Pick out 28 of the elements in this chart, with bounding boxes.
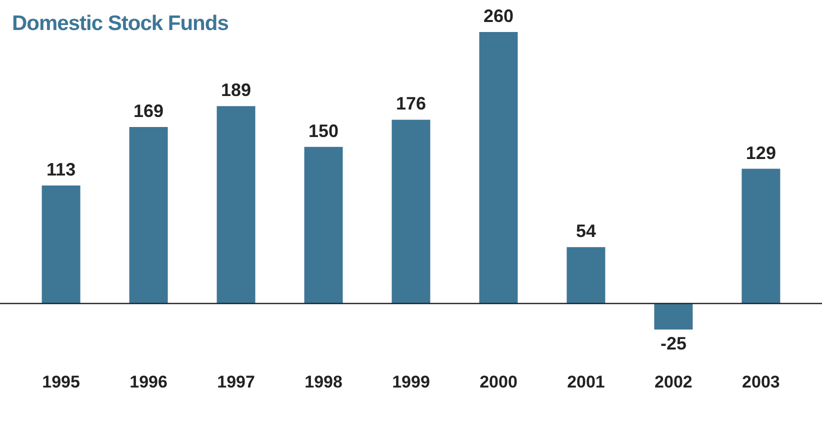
chart-title: Domestic Stock Funds	[12, 12, 228, 36]
x-tick-label: 2002	[654, 372, 692, 392]
bar	[42, 186, 80, 304]
data-label: 129	[746, 142, 776, 163]
x-tick-label: 1999	[392, 372, 430, 392]
bar	[479, 32, 518, 304]
data-label: -25	[660, 334, 686, 354]
x-tick-label: 2003	[742, 372, 780, 392]
data-label: 176	[396, 94, 426, 114]
bar	[129, 127, 168, 304]
x-tick-label: 1998	[304, 372, 342, 392]
data-label: 260	[483, 6, 514, 26]
bar	[304, 146, 343, 304]
bar	[566, 247, 606, 304]
data-label: 189	[221, 80, 252, 100]
data-label: 169	[134, 100, 164, 121]
bar	[216, 106, 256, 304]
x-tick-label: 1996	[130, 372, 168, 392]
data-label: 150	[308, 120, 339, 141]
bar	[392, 120, 430, 304]
x-tick-label: 2000	[480, 372, 518, 392]
x-tick-label: 1997	[217, 372, 255, 392]
data-label: 54	[576, 221, 596, 242]
bar	[654, 303, 693, 330]
x-tick-label: 1995	[42, 372, 80, 392]
bar	[742, 168, 780, 304]
x-tick-label: 2001	[567, 372, 605, 392]
data-label: 113	[46, 159, 76, 180]
